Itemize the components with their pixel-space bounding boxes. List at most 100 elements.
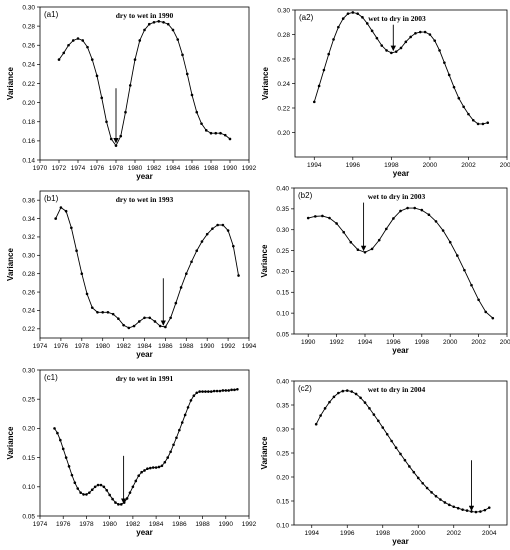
plot-frame [39, 190, 250, 339]
data-point [461, 508, 464, 511]
data-point [95, 74, 99, 78]
data-point [178, 428, 181, 432]
data-point [205, 232, 209, 236]
data-point [447, 73, 451, 77]
x-tick-label: 1976 [90, 165, 105, 172]
y-tick-label: 0.05 [276, 331, 289, 338]
data-point [380, 44, 384, 47]
x-tick-label: 1992 [221, 343, 236, 350]
data-point [212, 389, 216, 393]
x-tick-label: 1978 [109, 165, 124, 172]
data-point [185, 272, 188, 275]
y-tick-label: 0.14 [22, 157, 35, 164]
data-point [332, 38, 335, 41]
data-point [327, 52, 331, 56]
data-point [132, 324, 136, 328]
y-tick-label: 0.10 [22, 484, 35, 491]
x-tick-label: 1972 [52, 165, 67, 172]
x-axis-label: year [136, 172, 152, 181]
x-tick-label: 1986 [172, 521, 187, 528]
panel-label: (a2) [299, 13, 314, 22]
x-tick-label: 1982 [126, 521, 141, 528]
data-point [64, 456, 68, 459]
data-point [232, 244, 235, 248]
data-point [394, 446, 398, 450]
data-point [185, 72, 189, 76]
x-tick-label: 2004 [482, 530, 497, 537]
data-point [219, 131, 222, 135]
data-point [105, 489, 109, 492]
data-point [370, 247, 374, 251]
data-point [86, 45, 89, 49]
data-point [53, 427, 56, 430]
y-tick-label: 0.20 [277, 130, 290, 137]
y-tick-label: 0.15 [276, 290, 289, 297]
data-point [108, 493, 111, 497]
data-point [215, 389, 219, 393]
y-tick-label: 0.30 [276, 227, 289, 234]
y-tick-label: 0.25 [22, 397, 35, 404]
data-point [99, 483, 103, 487]
y-axis-label: Variance [261, 66, 270, 99]
data-point [349, 240, 353, 244]
data-point [359, 396, 362, 400]
y-tick-label: 0.25 [276, 450, 289, 457]
panel-label: (b1) [44, 194, 59, 203]
data-point [237, 274, 240, 277]
data-point [153, 320, 157, 323]
x-tick-label: 1986 [185, 165, 200, 172]
x-tick-label: 1990 [200, 343, 215, 350]
y-axis-label: Variance [6, 426, 15, 459]
data-point [157, 465, 161, 469]
data-point [137, 320, 141, 323]
x-tick-label: 1988 [195, 521, 210, 528]
y-tick-label: 0.15 [22, 455, 35, 462]
data-point [109, 137, 113, 141]
data-point [385, 227, 388, 231]
data-point [67, 465, 71, 468]
data-point [140, 470, 143, 474]
data-point [90, 488, 94, 492]
data-point [456, 254, 459, 257]
y-tick-label: 0.10 [276, 310, 289, 317]
data-point [73, 481, 77, 485]
x-tick-label: 1992 [329, 339, 344, 346]
data-point [164, 325, 167, 329]
data-point [354, 392, 358, 396]
data-point [181, 53, 184, 57]
data-point [119, 134, 123, 138]
data-point [470, 283, 473, 287]
y-tick-label: 0.20 [276, 474, 289, 481]
data-point [317, 84, 321, 88]
data-point [127, 326, 131, 330]
data-point [90, 58, 94, 61]
y-tick-label: 0.30 [22, 253, 35, 260]
data-point [322, 68, 326, 72]
data-point [133, 58, 137, 61]
data-point [122, 323, 125, 327]
x-tick-label: 1996 [340, 530, 355, 537]
series-line [55, 206, 239, 329]
data-point [428, 33, 432, 36]
chart-title: dry to wet in 1993 [116, 195, 174, 204]
data-point [200, 122, 203, 125]
data-point [57, 58, 61, 61]
data-point [483, 508, 487, 512]
x-tick-label: 1992 [242, 165, 257, 172]
data-point [463, 268, 466, 272]
data-point [169, 450, 172, 454]
plot-frame [294, 9, 508, 158]
y-tick-label: 0.24 [22, 308, 35, 315]
y-axis-label: Variance [6, 66, 15, 99]
x-tick-label: 1970 [33, 165, 48, 172]
data-point [474, 510, 478, 514]
y-tick-label: 0.25 [276, 248, 289, 255]
chart-title: wet to dry in 2004 [368, 385, 426, 394]
data-point [81, 39, 85, 42]
chart-title: wet to dry in 2003 [368, 14, 426, 23]
data-point [377, 238, 381, 242]
data-point [223, 133, 227, 137]
x-tick-label: 2000 [423, 162, 438, 169]
data-point [71, 39, 75, 42]
plot-frame [39, 369, 250, 517]
